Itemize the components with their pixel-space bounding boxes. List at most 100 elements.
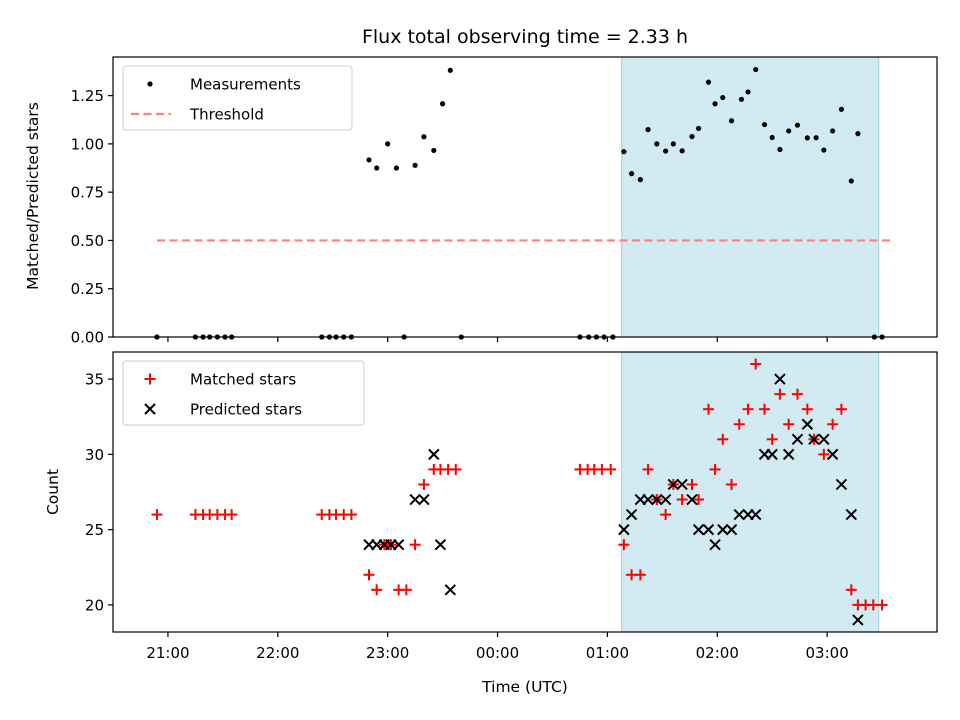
top-shaded-region: [621, 56, 880, 338]
bottom-series-predicted-stars-point-b: [801, 418, 814, 430]
bottom-legend-label: Matched stars: [190, 371, 296, 389]
bottom-series-matched-stars-point: [363, 569, 375, 581]
top-series-measurements-point: [412, 162, 418, 168]
bottom-series-matched-stars-point: [642, 463, 654, 475]
bottom-series-predicted-stars-point-b: [692, 523, 705, 536]
bottom-series-predicted-stars-point-b: [725, 523, 738, 536]
bottom-series-matched-stars-point: [827, 418, 839, 430]
top-y-axis-label: Matched/Predicted stars: [24, 102, 42, 290]
bottom-x-tick-label: 00:00: [476, 644, 519, 662]
bottom-series-predicted-stars-point-b: [845, 508, 858, 521]
top-y-tick-label: 0.00: [71, 329, 104, 347]
bottom-series-predicted-stars-point-b: [766, 448, 778, 461]
bottom-series-matched-stars-point: [660, 509, 672, 521]
bottom-y-tick-label: 30: [85, 446, 104, 464]
bottom-series-predicted-stars-point-b: [709, 538, 721, 551]
top-series-measurements-point: [712, 101, 718, 107]
top-series-measurements-point: [745, 89, 751, 95]
top-series-measurements-point: [645, 127, 651, 133]
bottom-series-predicted-stars-point: [409, 493, 421, 506]
top-series-measurements-point: [621, 149, 627, 155]
bottom-series-matched-stars-point: [618, 539, 630, 551]
bottom-series-predicted-stars-point: [818, 433, 830, 446]
bottom-series-predicted-stars-point-b: [702, 523, 715, 536]
bottom-series-predicted-stars-point-b: [782, 448, 795, 461]
bottom-series-predicted-stars-point-b: [818, 433, 830, 446]
top-series-measurements-point: [628, 171, 635, 177]
top-series-measurements-point: [728, 118, 735, 124]
bottom-series-predicted-stars-point: [686, 493, 698, 506]
bottom-y-tick-label: 20: [85, 596, 104, 614]
bottom-series-predicted-stars-point: [392, 538, 405, 551]
bottom-series-matched-stars-point: [371, 584, 383, 596]
bottom-series-matched-stars-point: [742, 403, 754, 415]
bottom-series-predicted-stars-point: [845, 508, 858, 521]
top-series-measurements-point: [447, 67, 453, 73]
bottom-series-predicted-stars-point: [434, 538, 447, 551]
bottom-series-predicted-stars-point: [774, 373, 786, 385]
top-series-measurements-point: [393, 165, 400, 171]
bottom-series-predicted-stars-point-b: [750, 508, 762, 521]
bottom-series-matched-stars-point: [450, 463, 462, 475]
bottom-series-matched-stars-point: [605, 463, 617, 475]
bottom-series-predicted-stars-point-b: [444, 584, 456, 596]
bottom-series-matched-stars-point: [726, 478, 738, 490]
bottom-series-predicted-stars-point-b: [826, 448, 839, 461]
top-axes-frame: [112, 56, 938, 338]
bottom-x-tick-label: 22:00: [256, 644, 299, 662]
top-series-measurements-point: [813, 135, 819, 141]
top-series-measurements-point: [821, 147, 827, 153]
bottom-y-axis-label: Count: [44, 469, 62, 515]
top-series-measurements-point: [830, 128, 836, 134]
bottom-series-predicted-stars-point-b: [852, 614, 864, 626]
x-axis-label: Time (UTC): [481, 678, 568, 696]
bottom-legend-label: Predicted stars: [190, 401, 302, 419]
bottom-legend-handle-1: [144, 403, 156, 415]
bottom-series-predicted-stars-point: [791, 433, 804, 446]
top-y-tick-label: 1.25: [71, 87, 104, 105]
bottom-series-predicted-stars-point-b: [651, 493, 663, 506]
top-series-measurements-point: [705, 79, 712, 85]
bottom-series-predicted-stars-point: [692, 523, 705, 536]
bottom-series-matched-stars-point: [226, 509, 238, 521]
bottom-y-tick-label: 25: [85, 521, 104, 539]
bottom-series-matched-stars-point: [634, 569, 646, 581]
bottom-panel: 20 25 30 35 21:00 22:00 23:00 00:00 01:00 02:00 03…: [85, 351, 938, 662]
bottom-series-matched-stars-point: [876, 599, 888, 611]
bottom-series-matched-stars-point: [783, 418, 795, 430]
top-y-tick-label: 1.00: [71, 135, 104, 153]
bottom-series-matched-stars-point: [774, 388, 786, 400]
bottom-series-predicted-stars-point: [651, 493, 663, 506]
top-series-measurements-point: [769, 134, 775, 141]
bottom-series-predicted-stars-point: [835, 478, 848, 491]
bottom-series-predicted-stars-point-b: [717, 523, 729, 536]
top-series-measurements-point: [385, 141, 391, 147]
top-series-measurements-point: [720, 94, 726, 101]
chart-title: Flux total observing time = 2.33 h: [362, 26, 688, 48]
bottom-x-tick-label: 01:00: [586, 644, 629, 662]
bottom-series-matched-stars-point: [345, 509, 357, 521]
top-series-measurements-point: [431, 147, 437, 154]
bottom-legend: Matched stars Predicted stars: [122, 360, 365, 426]
bottom-series-predicted-stars-point: [702, 523, 715, 536]
bottom-series-predicted-stars-point-b: [392, 538, 405, 551]
bottom-series-predicted-stars-point-b: [618, 523, 630, 536]
bottom-series-predicted-stars-point: [444, 584, 456, 596]
top-series-measurements-point: [786, 128, 792, 134]
bottom-series-matched-stars-point: [676, 494, 688, 506]
bottom-shaded-region: [621, 351, 880, 633]
bottom-x-tick-label: 03:00: [806, 644, 849, 662]
bottom-legend-handle-0: [144, 373, 156, 385]
bottom-series-matched-stars-point: [151, 509, 163, 521]
bottom-series-predicted-stars-point: [826, 448, 839, 461]
top-legend-handle-0: [147, 81, 153, 87]
bottom-series-matched-stars-point: [801, 403, 813, 415]
top-y-tick-label: 0.25: [71, 280, 104, 298]
bottom-series-matched-stars-point: [750, 358, 762, 370]
top-legend-label: Threshold: [189, 106, 264, 124]
bottom-series-predicted-stars-point: [618, 523, 630, 536]
bottom-series-predicted-stars-point: [733, 508, 745, 521]
top-series-measurements-point: [654, 141, 660, 147]
bottom-series-predicted-stars-point-b: [808, 433, 820, 446]
